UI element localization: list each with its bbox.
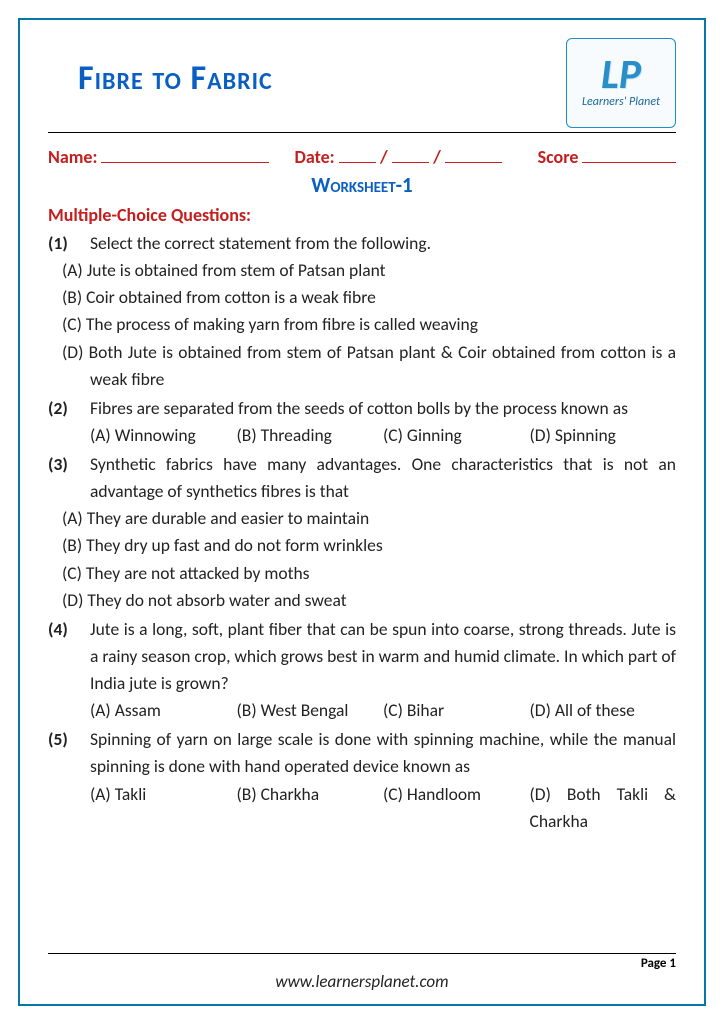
option: (B) Charkha xyxy=(237,781,384,835)
option: (C) Bihar xyxy=(383,697,530,724)
brand-logo: LP Learners' Planet xyxy=(566,38,676,128)
option: (B) Threading xyxy=(237,422,384,449)
date-blank-d[interactable] xyxy=(339,145,376,163)
questions-container: (1)Select the correct statement from the… xyxy=(48,230,676,949)
question: (3)Synthetic fabrics have many advantage… xyxy=(48,451,676,614)
option: (D) All of these xyxy=(530,697,677,724)
option: (D) Spinning xyxy=(530,422,677,449)
option: (C) Handloom xyxy=(383,781,530,835)
option: (C) The process of making yarn from fibr… xyxy=(90,311,676,338)
question-number: (2) xyxy=(48,395,90,449)
options-inline: (A) Takli(B) Charkha(C) Handloom(D) Both… xyxy=(90,781,676,835)
worksheet-title: Worksheet-1 xyxy=(48,172,676,198)
question: (1)Select the correct statement from the… xyxy=(48,230,676,393)
date-label: Date: xyxy=(295,146,335,168)
options-inline: (A) Assam(B) West Bengal(C) Bihar(D) All… xyxy=(90,697,676,724)
name-blank[interactable] xyxy=(101,145,268,163)
option: (A) Assam xyxy=(90,697,237,724)
question-text: Synthetic fabrics have many advantages. … xyxy=(90,451,676,505)
question-body: Spinning of yarn on large scale is done … xyxy=(90,726,676,835)
section-heading: Multiple-Choice Questions: xyxy=(48,204,676,226)
header: Fibre to Fabric LP Learners' Planet xyxy=(48,38,676,133)
question-text: Jute is a long, soft, plant fiber that c… xyxy=(90,616,676,697)
option: (A) They are durable and easier to maint… xyxy=(90,505,676,532)
option: (D) They do not absorb water and sweat xyxy=(90,587,676,614)
options-block: (A) They are durable and easier to maint… xyxy=(90,505,676,614)
options-block: (A) Jute is obtained from stem of Patsan… xyxy=(90,257,676,393)
question-text: Select the correct statement from the fo… xyxy=(90,230,676,257)
score-label: Score xyxy=(538,146,579,168)
page-number: Page 1 xyxy=(48,956,676,971)
option: (C) They are not attacked by moths xyxy=(90,560,676,587)
option: (A) Winnowing xyxy=(90,422,237,449)
option: (B) Coir obtained from cotton is a weak … xyxy=(90,284,676,311)
question-body: Jute is a long, soft, plant fiber that c… xyxy=(90,616,676,725)
question-number: (5) xyxy=(48,726,90,835)
question-body: Select the correct statement from the fo… xyxy=(90,230,676,393)
worksheet-page: Fibre to Fabric LP Learners' Planet Name… xyxy=(18,18,706,1006)
date-blank-y[interactable] xyxy=(445,145,502,163)
footer: Page 1 www.learnersplanet.com xyxy=(48,953,676,992)
page-title: Fibre to Fabric xyxy=(48,38,273,99)
student-info-line: Name: Date: / / Score xyxy=(48,145,676,168)
question: (2)Fibres are separated from the seeds o… xyxy=(48,395,676,449)
date-blank-m[interactable] xyxy=(392,145,429,163)
question: (5)Spinning of yarn on large scale is do… xyxy=(48,726,676,835)
option: (D) Both Takli & Charkha xyxy=(530,781,677,835)
option: (A) Jute is obtained from stem of Patsan… xyxy=(90,257,676,284)
question: (4)Jute is a long, soft, plant fiber tha… xyxy=(48,616,676,725)
option: (C) Ginning xyxy=(383,422,530,449)
question-number: (4) xyxy=(48,616,90,725)
question-text: Spinning of yarn on large scale is done … xyxy=(90,726,676,780)
question-body: Fibres are separated from the seeds of c… xyxy=(90,395,676,449)
option: (B) West Bengal xyxy=(237,697,384,724)
name-label: Name: xyxy=(48,146,97,168)
footer-url: www.learnersplanet.com xyxy=(48,971,676,992)
option: (B) They dry up fast and do not form wri… xyxy=(90,532,676,559)
option: (A) Takli xyxy=(90,781,237,835)
logo-initials: LP xyxy=(601,57,641,93)
score-blank[interactable] xyxy=(582,145,676,163)
question-body: Synthetic fabrics have many advantages. … xyxy=(90,451,676,614)
question-text: Fibres are separated from the seeds of c… xyxy=(90,395,676,422)
logo-brand-text: Learners' Planet xyxy=(582,95,660,109)
options-inline: (A) Winnowing(B) Threading(C) Ginning(D)… xyxy=(90,422,676,449)
option: (D) Both Jute is obtained from stem of P… xyxy=(90,339,676,393)
